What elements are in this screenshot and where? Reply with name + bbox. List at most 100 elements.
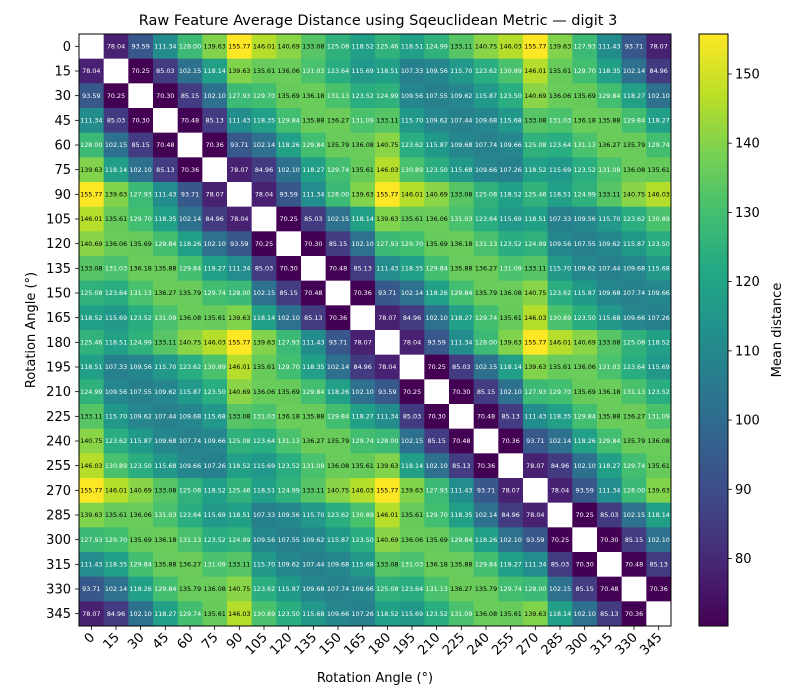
heatmap-cell-label: 109.68: [623, 265, 645, 273]
heatmap-cell-label: 133.08: [450, 191, 472, 199]
heatmap-cell: [153, 182, 179, 208]
colorbar-ticks: 80 90 100 110 120 130 140 150: [728, 67, 760, 567]
heatmap-cell-label: 102.10: [203, 92, 225, 100]
heatmap-cell-label: 140.75: [623, 191, 645, 199]
heatmap-cell-label: 136.18: [450, 240, 472, 248]
heatmap-cell: [449, 132, 475, 158]
heatmap-cell-label: 70.36: [650, 585, 668, 593]
heatmap-cell: [473, 601, 499, 627]
heatmap-cell-label: 118.51: [105, 339, 127, 347]
heatmap-cell-label: 70.25: [280, 215, 298, 223]
heatmap-cell: [177, 601, 203, 627]
heatmap-cell: [597, 428, 623, 454]
heatmap-cell-label: 135.88: [154, 561, 176, 569]
heatmap-cell: [276, 527, 302, 553]
heatmap-cell: [449, 601, 475, 627]
colorbar: [698, 33, 729, 627]
heatmap-cell-label: 129.84: [450, 289, 472, 297]
heatmap-cell: [202, 354, 228, 380]
heatmap-cell: [350, 478, 376, 504]
heatmap-cell: [325, 108, 351, 134]
heatmap-cell-label: 140.69: [80, 240, 102, 248]
heatmap-cell: [399, 404, 425, 430]
heatmap-cell: [276, 404, 302, 430]
heatmap-cell: [424, 527, 450, 553]
heatmap-cell: [350, 231, 376, 257]
heatmap-cell-label: 146.03: [524, 314, 546, 322]
heatmap-cell: [103, 552, 129, 578]
heatmap-cell-label: 111.34: [154, 43, 176, 51]
heatmap-cell: [276, 478, 302, 504]
heatmap-cell: [153, 354, 179, 380]
heatmap-cell-label: 146.03: [499, 43, 521, 51]
x-tick-label: 135: [292, 630, 320, 658]
heatmap-cell: [227, 34, 253, 60]
heatmap-cell-label: 127.93: [129, 191, 151, 199]
heatmap-cell-label: 136.27: [598, 141, 620, 149]
heatmap-cell: [523, 305, 549, 331]
heatmap-cell: [547, 83, 573, 109]
heatmap-cell-label: 118.27: [154, 610, 176, 618]
heatmap-cell-label: 102.14: [401, 289, 423, 297]
heatmap-cell-label: 118.14: [351, 215, 373, 223]
heatmap-cell: [547, 453, 573, 479]
heatmap-cell-label: 146.03: [228, 610, 250, 618]
heatmap-cell: [424, 502, 450, 528]
heatmap-cell-label: 118.14: [105, 166, 127, 174]
heatmap-cell: [350, 157, 376, 183]
heatmap-cell-label: 125.46: [524, 191, 546, 199]
heatmap-cell: [399, 379, 425, 405]
heatmap-cell: [597, 404, 623, 430]
heatmap-cell: [227, 527, 253, 553]
heatmap-cell: [473, 231, 499, 257]
heatmap-cell-label: 125.08: [228, 437, 250, 445]
heatmap-cell-label: 107.44: [450, 117, 472, 125]
heatmap-cell-label: 125.08: [179, 487, 201, 495]
heatmap-cell: [572, 132, 598, 158]
heatmap-cell: [621, 379, 647, 405]
heatmap-cell: [153, 453, 179, 479]
heatmap-cell: [621, 453, 647, 479]
heatmap-cell: [350, 601, 376, 627]
heatmap-cell: [572, 527, 598, 553]
heatmap-cell-label: 135.69: [573, 388, 595, 396]
heatmap-cell-label: 130.89: [203, 363, 225, 371]
heatmap-cell: [128, 527, 154, 553]
heatmap-cell: [621, 478, 647, 504]
heatmap-cell: [153, 280, 179, 306]
heatmap-cell: [325, 552, 351, 578]
heatmap-cell-label: 85.03: [403, 413, 421, 421]
heatmap-cell-label: 109.56: [253, 536, 275, 544]
heatmap-cell-label: 135.79: [327, 437, 349, 445]
heatmap-cell-label: 107.74: [179, 437, 201, 445]
heatmap-cell: [79, 182, 105, 208]
heatmap-cell-label: 127.93: [573, 43, 595, 51]
heatmap-cell: [325, 256, 351, 282]
heatmap-cell-label: 85.13: [650, 561, 668, 569]
heatmap-cell-label: 109.66: [475, 166, 497, 174]
heatmap-cell-label: 129.84: [425, 265, 447, 273]
heatmap-cell-label: 109.62: [129, 413, 151, 421]
heatmap-cell: [523, 132, 549, 158]
heatmap-cell: [498, 527, 524, 553]
heatmap-cell-label: 133.11: [598, 191, 620, 199]
heatmap-cell: [128, 108, 154, 134]
heatmap-cell-label: 118.35: [450, 511, 472, 519]
heatmap-cell: [325, 404, 351, 430]
heatmap-cell: [424, 601, 450, 627]
heatmap-cell: [128, 157, 154, 183]
heatmap-cell-label: 102.14: [475, 511, 497, 519]
heatmap-cell-label: 111.34: [450, 339, 472, 347]
heatmap-cell: [597, 256, 623, 282]
heatmap-cell-label: 136.06: [253, 388, 275, 396]
heatmap-cell: [646, 527, 672, 553]
heatmap-cell-label: 123.52: [425, 610, 447, 618]
heatmap-cell: [103, 601, 129, 627]
heatmap-cell-label: 136.18: [129, 265, 151, 273]
heatmap-cell: [572, 280, 598, 306]
heatmap-cell-label: 139.63: [549, 43, 571, 51]
heatmap-cell: [103, 379, 129, 405]
heatmap-cell: [621, 354, 647, 380]
heatmap-cell-label: 136.27: [450, 585, 472, 593]
heatmap-cell-label: 123.52: [203, 536, 225, 544]
